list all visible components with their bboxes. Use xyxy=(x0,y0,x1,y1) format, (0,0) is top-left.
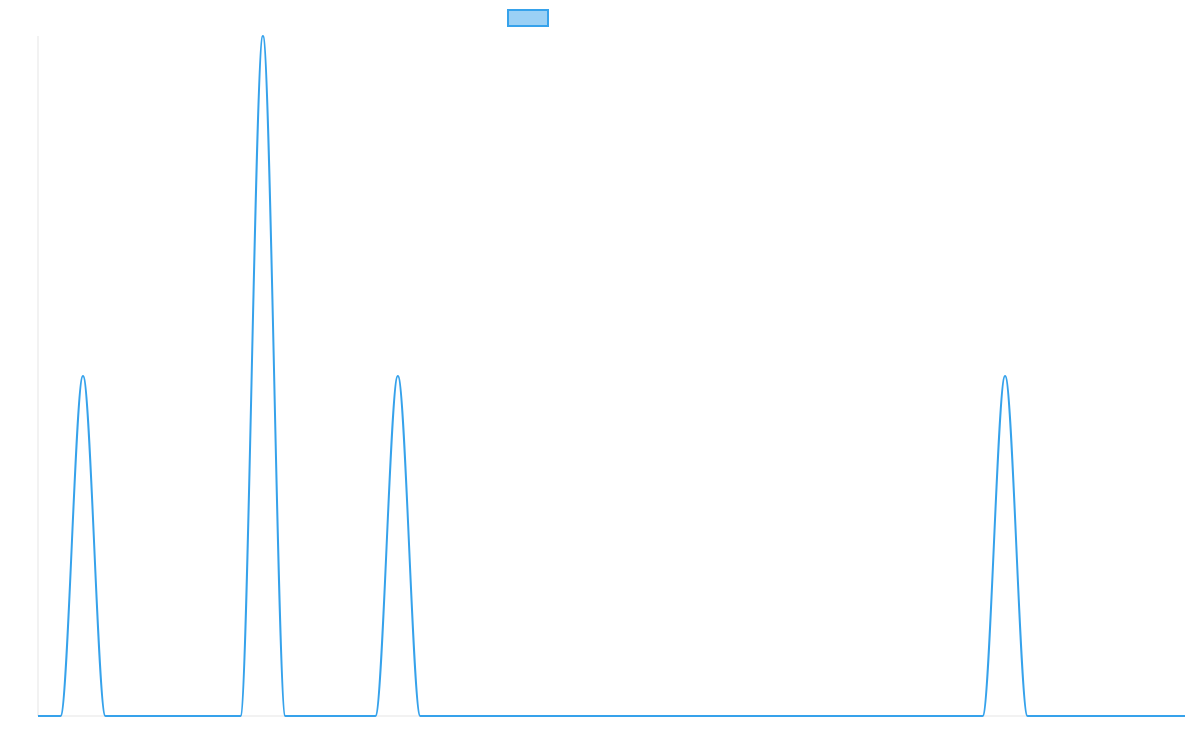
data-point[interactable] xyxy=(1047,713,1053,719)
series-line-0 xyxy=(38,35,1185,718)
data-point[interactable] xyxy=(350,713,356,719)
data-point[interactable] xyxy=(980,713,986,719)
data-point[interactable] xyxy=(35,713,41,719)
data-point[interactable] xyxy=(260,33,266,39)
data-point[interactable] xyxy=(57,713,63,719)
data-point[interactable] xyxy=(1182,713,1188,719)
data-point[interactable] xyxy=(417,713,423,719)
data-point[interactable] xyxy=(957,713,963,719)
data-point[interactable] xyxy=(1002,373,1008,379)
data-point[interactable] xyxy=(305,713,311,719)
data-point[interactable] xyxy=(1025,713,1031,719)
series-layer xyxy=(35,33,1188,719)
axes xyxy=(37,36,1185,717)
data-point[interactable] xyxy=(215,713,221,719)
data-point[interactable] xyxy=(125,713,131,719)
data-point[interactable] xyxy=(282,713,288,719)
data-point[interactable] xyxy=(102,713,108,719)
legend-swatch[interactable] xyxy=(507,9,549,27)
data-point[interactable] xyxy=(440,713,446,719)
data-point[interactable] xyxy=(80,373,86,379)
data-point[interactable] xyxy=(372,713,378,719)
legend[interactable] xyxy=(507,9,549,27)
data-point[interactable] xyxy=(237,713,243,719)
data-point[interactable] xyxy=(395,373,401,379)
